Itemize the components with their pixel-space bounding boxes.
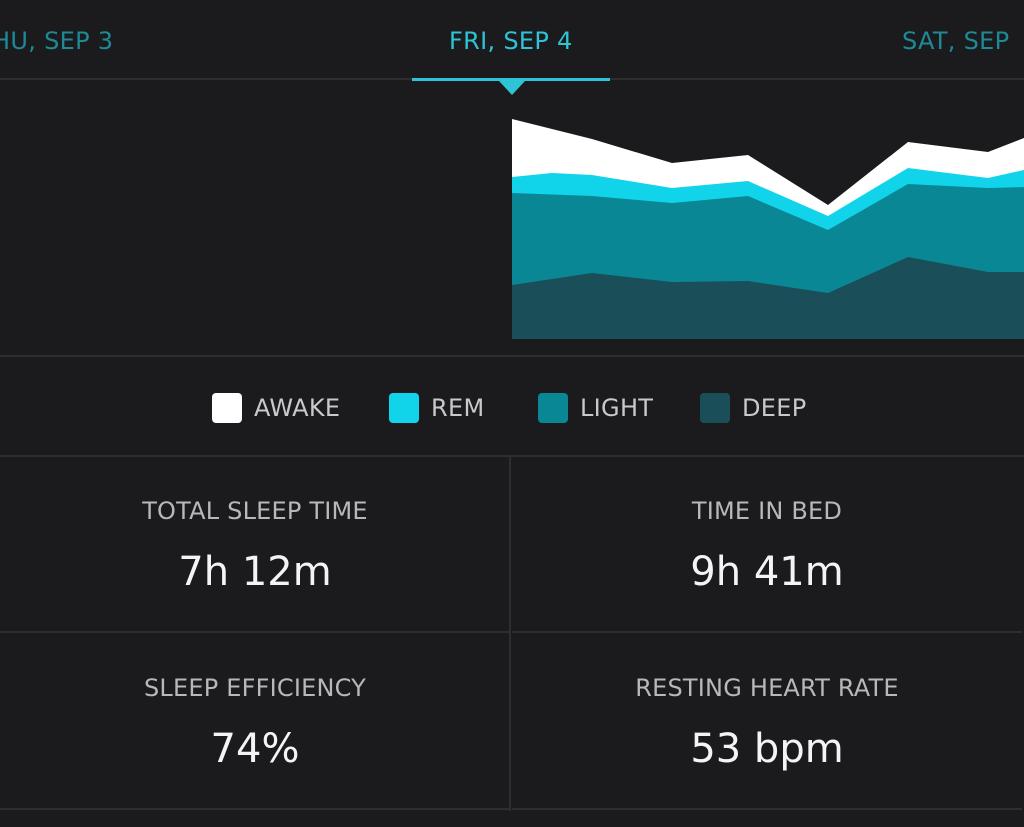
sleep-stages-svg (512, 119, 1024, 339)
chart-legend: AWAKE REM LIGHT DEEP (0, 357, 1024, 457)
legend-swatch-light (538, 393, 568, 423)
active-date-caret-icon (499, 81, 525, 95)
stat-value: 9h 41m (690, 549, 844, 595)
stat-resting-heart-rate: RESTING HEART RATE 53 bpm (512, 634, 1022, 810)
date-tab-current[interactable]: FRI, SEP 4 (449, 27, 573, 55)
chart-area-deep (512, 257, 1024, 339)
legend-label-awake: AWAKE (254, 394, 341, 422)
legend-item-light: LIGHT (538, 393, 653, 423)
legend-label-light: LIGHT (580, 394, 654, 422)
sleep-stages-chart (0, 82, 1024, 357)
active-date-underline (412, 78, 610, 81)
stat-value: 74% (210, 726, 300, 772)
legend-swatch-rem (389, 393, 419, 423)
stat-value: 7h 12m (178, 549, 332, 595)
stat-label: RESTING HEART RATE (635, 674, 899, 702)
stat-label: SLEEP EFFICIENCY (143, 674, 367, 702)
date-tab-previous[interactable]: HU, SEP 3 (0, 27, 114, 55)
stat-value: 53 bpm (690, 726, 844, 772)
legend-item-deep: DEEP (700, 393, 806, 423)
stat-sleep-efficiency: SLEEP EFFICIENCY 74% (0, 634, 510, 810)
stat-total-sleep-time: TOTAL SLEEP TIME 7h 12m (0, 457, 510, 633)
stat-label: TOTAL SLEEP TIME (142, 497, 368, 525)
date-tab-next[interactable]: SAT, SEP (902, 27, 1010, 55)
stat-time-in-bed: TIME IN BED 9h 41m (512, 457, 1022, 633)
legend-swatch-awake (212, 393, 242, 423)
legend-swatch-deep (700, 393, 730, 423)
stats-divider (509, 457, 511, 811)
legend-item-awake: AWAKE (212, 393, 340, 423)
stat-label: TIME IN BED (691, 497, 843, 525)
legend-item-rem: REM (389, 393, 484, 423)
legend-label-deep: DEEP (742, 394, 807, 422)
sleep-stats-grid: TOTAL SLEEP TIME 7h 12m TIME IN BED 9h 4… (0, 457, 1024, 811)
date-navigation: HU, SEP 3 FRI, SEP 4 SAT, SEP (0, 0, 1024, 81)
legend-label-rem: REM (431, 394, 485, 422)
